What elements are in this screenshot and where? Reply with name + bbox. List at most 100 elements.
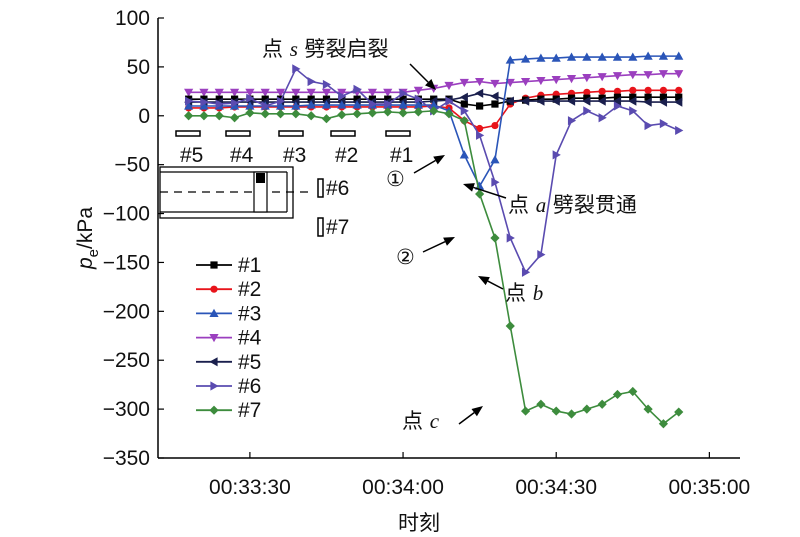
data-point-4 [597, 73, 607, 82]
legend-marker-7 [209, 405, 219, 415]
data-point-1 [613, 93, 622, 101]
legend-marker-2 [210, 285, 218, 293]
inset-sensor-1 [385, 130, 411, 137]
data-point-7 [367, 108, 378, 118]
data-point-7 [597, 399, 607, 409]
data-point-6 [353, 84, 362, 94]
data-point-6 [292, 64, 301, 74]
data-point-6 [322, 79, 332, 90]
data-point-3 [413, 100, 423, 109]
annotation-circle-2: ② [396, 245, 415, 269]
data-point-3 [628, 52, 638, 61]
data-point-3 [398, 100, 408, 109]
legend-label-5: #5 [238, 351, 261, 374]
data-point-2 [491, 121, 499, 130]
y-tick-label: −250 [103, 349, 150, 372]
data-point-6 [185, 96, 194, 106]
data-point-7 [658, 419, 669, 429]
data-point-6 [675, 125, 684, 136]
data-point-5 [612, 96, 622, 106]
annotation-point-a: 点 a 劈裂贯通 [508, 193, 637, 217]
data-point-7 [505, 321, 515, 331]
data-point-7 [628, 386, 638, 397]
data-point-4 [612, 72, 623, 81]
inset-sensor-label: #3 [283, 144, 306, 167]
data-point-7 [321, 114, 332, 124]
series-line-7 [188, 110, 680, 425]
data-point-1 [675, 93, 683, 101]
annotation-arrow-head [425, 79, 436, 90]
legend-marker-3 [209, 308, 219, 317]
data-point-6 [506, 233, 515, 243]
data-point-7 [643, 404, 653, 414]
inset-probe-head [256, 173, 265, 183]
series-3 [184, 51, 684, 190]
data-point-7 [214, 111, 224, 121]
legend-label-1: #1 [238, 254, 261, 277]
data-point-3 [306, 100, 316, 109]
data-point-4 [459, 78, 469, 88]
y-tick-label: −150 [103, 251, 150, 274]
axes: 100 50 0 −50 −100 −150 −200 −250 −300 −350 00:33:3… [74, 7, 750, 535]
data-point-7 [306, 111, 316, 121]
data-point-4 [383, 88, 393, 97]
data-point-6 [384, 99, 393, 109]
data-point-4 [566, 75, 577, 84]
annotation-arrow-shaft [413, 159, 436, 174]
data-point-6 [200, 97, 209, 107]
data-point-3 [490, 155, 500, 164]
legend-marker-1 [210, 261, 218, 269]
data-point-7 [490, 233, 500, 243]
data-point-5 [658, 97, 668, 107]
data-point-7 [582, 404, 592, 414]
series-7 [184, 106, 684, 429]
data-point-1 [384, 95, 392, 103]
data-point-3 [536, 53, 546, 62]
data-point-4 [337, 88, 347, 97]
data-point-6 [246, 93, 255, 103]
inset-sensor-3 [278, 130, 304, 137]
annotation-arrow-head [478, 276, 490, 286]
y-tick-label: −200 [103, 300, 150, 323]
data-point-6 [460, 106, 469, 116]
data-point-7 [291, 109, 301, 119]
data-point-6 [399, 88, 408, 98]
data-point-3 [612, 52, 623, 61]
data-point-3 [505, 55, 515, 64]
data-point-6 [552, 150, 561, 160]
data-point-5 [475, 88, 484, 98]
data-point-1 [644, 93, 652, 101]
data-point-7 [184, 111, 194, 121]
annotation-arrow-head [443, 237, 455, 246]
data-point-4 [628, 71, 638, 80]
data-point-5 [520, 96, 530, 106]
series-group [184, 51, 684, 429]
data-point-2 [644, 86, 652, 94]
data-point-6 [613, 101, 623, 111]
annotation-arrow-head [433, 155, 445, 165]
data-point-5 [597, 96, 606, 106]
data-point-4 [444, 81, 454, 91]
data-point-3 [475, 181, 485, 190]
data-point-5 [536, 96, 545, 106]
data-point-7 [444, 109, 454, 119]
y-axis-label: pe/kPa [74, 207, 102, 270]
series-4 [184, 70, 684, 97]
data-point-5 [490, 91, 499, 101]
data-point-4 [582, 74, 592, 83]
data-point-3 [184, 101, 194, 110]
data-point-4 [643, 71, 653, 80]
legend-label-6: #6 [238, 375, 261, 398]
data-point-7 [383, 107, 393, 117]
data-point-3 [582, 52, 592, 61]
annotation-arrow-shaft [409, 63, 429, 83]
data-point-1 [491, 100, 499, 108]
data-point-7 [337, 110, 347, 120]
legend: #1#2#3#4#5#6#7 [196, 254, 262, 422]
data-point-6 [307, 76, 316, 87]
data-point-1 [353, 95, 361, 103]
data-point-7 [475, 189, 485, 199]
inset-sensor-4 [225, 130, 251, 137]
data-point-6 [491, 177, 500, 187]
data-point-1 [659, 93, 668, 101]
